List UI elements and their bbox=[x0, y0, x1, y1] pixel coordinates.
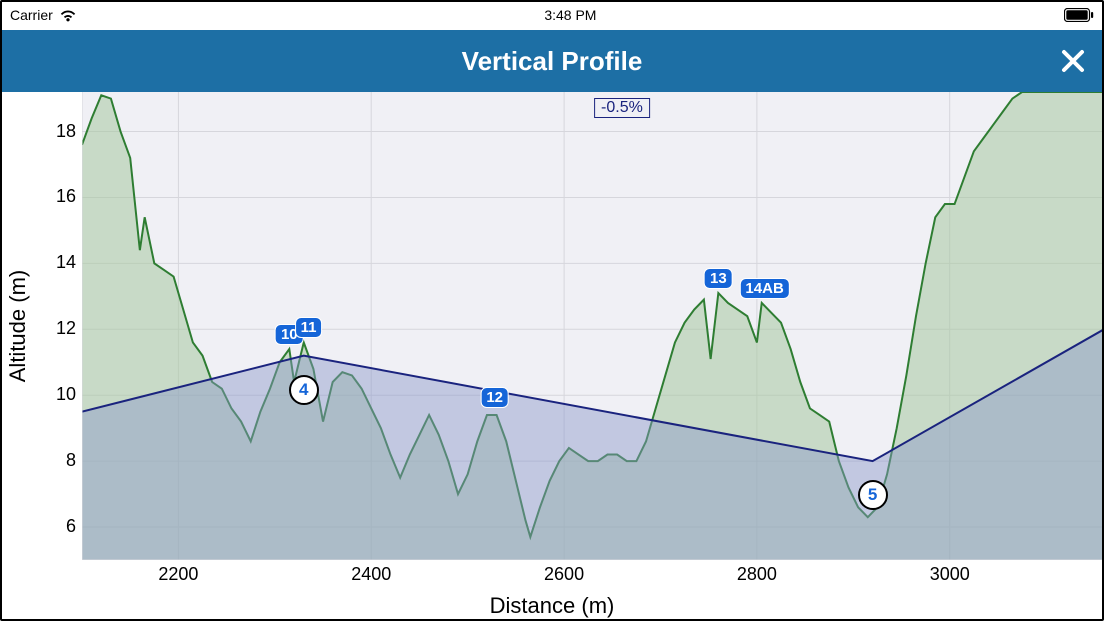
waypoint-badge[interactable]: 11 bbox=[295, 317, 323, 338]
x-tick-label: 2400 bbox=[351, 564, 391, 585]
waypoint-badge[interactable]: 14AB bbox=[739, 278, 789, 299]
status-left: Carrier bbox=[10, 7, 77, 23]
x-tick-label: 2600 bbox=[544, 564, 584, 585]
slope-percent-badge: -0.5% bbox=[594, 98, 650, 118]
x-tick-label: 3000 bbox=[930, 564, 970, 585]
y-tick-label: 6 bbox=[26, 516, 76, 537]
status-right bbox=[1064, 8, 1094, 22]
clock: 3:48 PM bbox=[544, 7, 596, 23]
y-tick-label: 18 bbox=[26, 121, 76, 142]
x-tick-label: 2800 bbox=[737, 564, 777, 585]
route-point-marker[interactable]: 4 bbox=[289, 375, 319, 405]
y-tick-label: 8 bbox=[26, 450, 76, 471]
waypoint-badge[interactable]: 12 bbox=[480, 387, 509, 408]
y-tick-label: 10 bbox=[26, 384, 76, 405]
status-bar: Carrier 3:48 PM bbox=[0, 0, 1104, 30]
chart-container: Altitude (m) Distance (m) 68101214161822… bbox=[0, 92, 1104, 621]
battery-icon bbox=[1064, 8, 1094, 22]
x-tick-label: 2200 bbox=[158, 564, 198, 585]
x-axis-label: Distance (m) bbox=[490, 593, 615, 619]
route-point-marker[interactable]: 5 bbox=[858, 480, 888, 510]
page-title: Vertical Profile bbox=[462, 46, 643, 77]
waypoint-badge[interactable]: 13 bbox=[704, 268, 733, 289]
y-tick-label: 14 bbox=[26, 252, 76, 273]
carrier-label: Carrier bbox=[10, 7, 53, 23]
y-tick-label: 16 bbox=[26, 186, 76, 207]
y-tick-label: 12 bbox=[26, 318, 76, 339]
plot-area[interactable] bbox=[82, 92, 1104, 560]
header-bar: Vertical Profile bbox=[0, 30, 1104, 92]
close-button[interactable] bbox=[1060, 48, 1086, 74]
wifi-icon bbox=[59, 9, 77, 22]
